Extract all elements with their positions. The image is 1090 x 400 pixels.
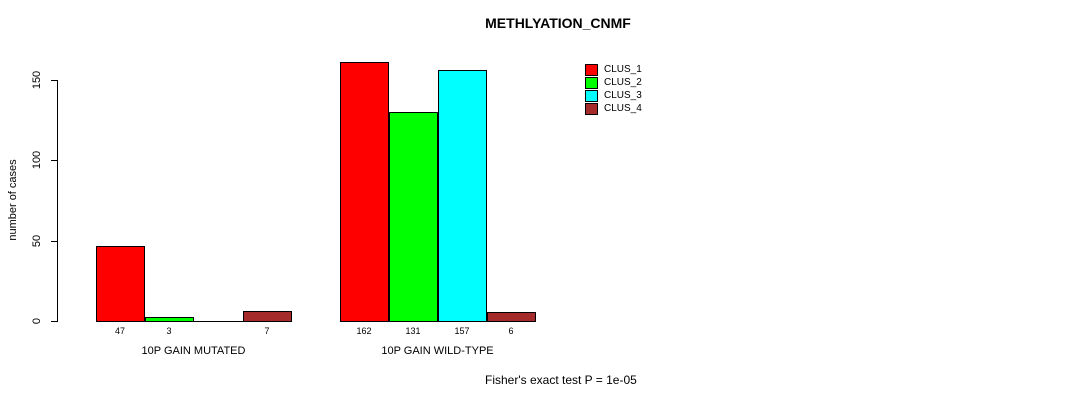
legend-label-clus-2: CLUS_2 <box>604 77 642 88</box>
y-axis-tick <box>51 80 57 81</box>
bar-clus-1-group2 <box>339 61 389 322</box>
bar-value-label: 131 <box>405 326 421 336</box>
category-label: 10P GAIN WILD-TYPE <box>381 345 494 357</box>
y-axis-tick <box>51 240 57 242</box>
legend-swatch-clus-3 <box>585 89 598 102</box>
y-tick-label: 50 <box>31 234 43 247</box>
y-axis-label: number of cases <box>7 159 19 241</box>
bar-clus-2-group1 <box>144 317 194 322</box>
bar-clus-1-group1 <box>95 246 145 322</box>
legend-item-clus-1: CLUS_1 <box>585 63 642 76</box>
y-tick-label: 150 <box>31 70 43 90</box>
legend-label-clus-4: CLUS_4 <box>604 103 642 114</box>
fisher-test-note: Fisher's exact test P = 1e-05 <box>485 373 637 387</box>
bar-value-label: 162 <box>356 326 372 336</box>
y-tick-label: 0 <box>31 317 43 325</box>
y-axis-tick <box>51 321 57 322</box>
chart-title: METHLYATION_CNMF <box>485 15 631 31</box>
legend-item-clus-4: CLUS_4 <box>585 102 642 115</box>
legend-swatch-clus-1 <box>585 63 598 76</box>
bar-value-label: 3 <box>166 326 172 336</box>
legend-item-clus-2: CLUS_2 <box>585 76 642 89</box>
bar-clus-4-group1 <box>242 310 292 322</box>
y-axis-tick <box>51 160 57 162</box>
bar-clus-3-group1-zero <box>193 321 243 322</box>
y-axis-line <box>57 80 58 322</box>
bar-value-label: 47 <box>114 326 126 336</box>
bar-clus-3-group2 <box>437 69 487 322</box>
bar-value-label: 7 <box>264 326 270 336</box>
category-label: 10P GAIN MUTATED <box>141 345 246 357</box>
bar-clus-4-group2 <box>486 312 536 322</box>
y-tick-label: 100 <box>31 151 43 170</box>
bar-value-label: 157 <box>454 326 470 336</box>
bar-clus-2-group2 <box>388 111 438 322</box>
legend-label-clus-1: CLUS_1 <box>604 64 642 75</box>
legend-item-clus-3: CLUS_3 <box>585 89 642 102</box>
legend-label-clus-3: CLUS_3 <box>604 90 642 101</box>
bar-value-label: 6 <box>508 326 514 336</box>
legend-swatch-clus-2 <box>585 76 598 89</box>
legend: CLUS_1 CLUS_2 CLUS_3 CLUS_4 <box>585 63 642 116</box>
legend-swatch-clus-4 <box>585 102 598 115</box>
